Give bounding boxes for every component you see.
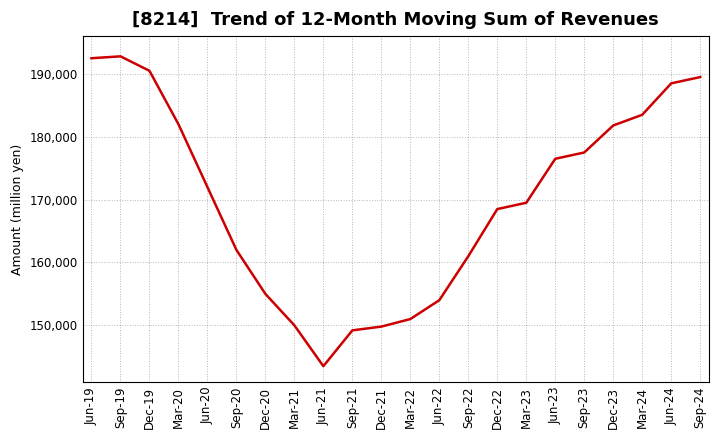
Y-axis label: Amount (million yen): Amount (million yen) (11, 143, 24, 275)
Title: [8214]  Trend of 12-Month Moving Sum of Revenues: [8214] Trend of 12-Month Moving Sum of R… (132, 11, 660, 29)
